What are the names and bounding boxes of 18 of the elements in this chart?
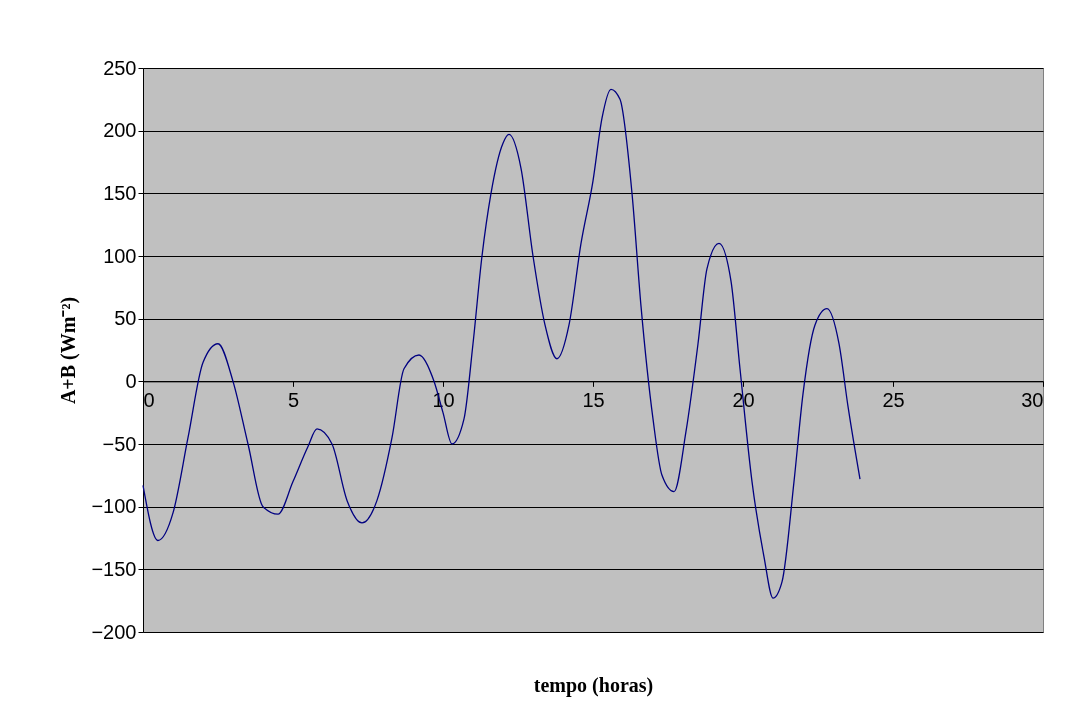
y-tick-label: −200 [91, 620, 137, 643]
y-tick-label: 200 [103, 119, 137, 142]
y-tick-label: 150 [103, 181, 137, 204]
y-tick-label: 100 [103, 244, 137, 267]
line-series [142, 88, 861, 599]
x-tick-label: 15 [582, 388, 605, 411]
y-tick-label: −100 [91, 495, 137, 518]
x-axis-title: tempo (horas) [533, 673, 654, 697]
x-tick-label: 0 [143, 388, 155, 411]
y-tick-label: 250 [103, 56, 137, 79]
x-tick-label: 5 [287, 388, 300, 411]
y-tick-label: 50 [114, 307, 137, 330]
y-tick-label: −50 [102, 432, 137, 455]
x-tick-label: 25 [882, 388, 905, 411]
y-axis-title: A+B (Wm⁻²) [57, 296, 81, 405]
y-tick-label: 0 [125, 369, 137, 392]
y-tick-label: −150 [91, 557, 137, 580]
x-tick-label: 30 [1021, 388, 1044, 411]
